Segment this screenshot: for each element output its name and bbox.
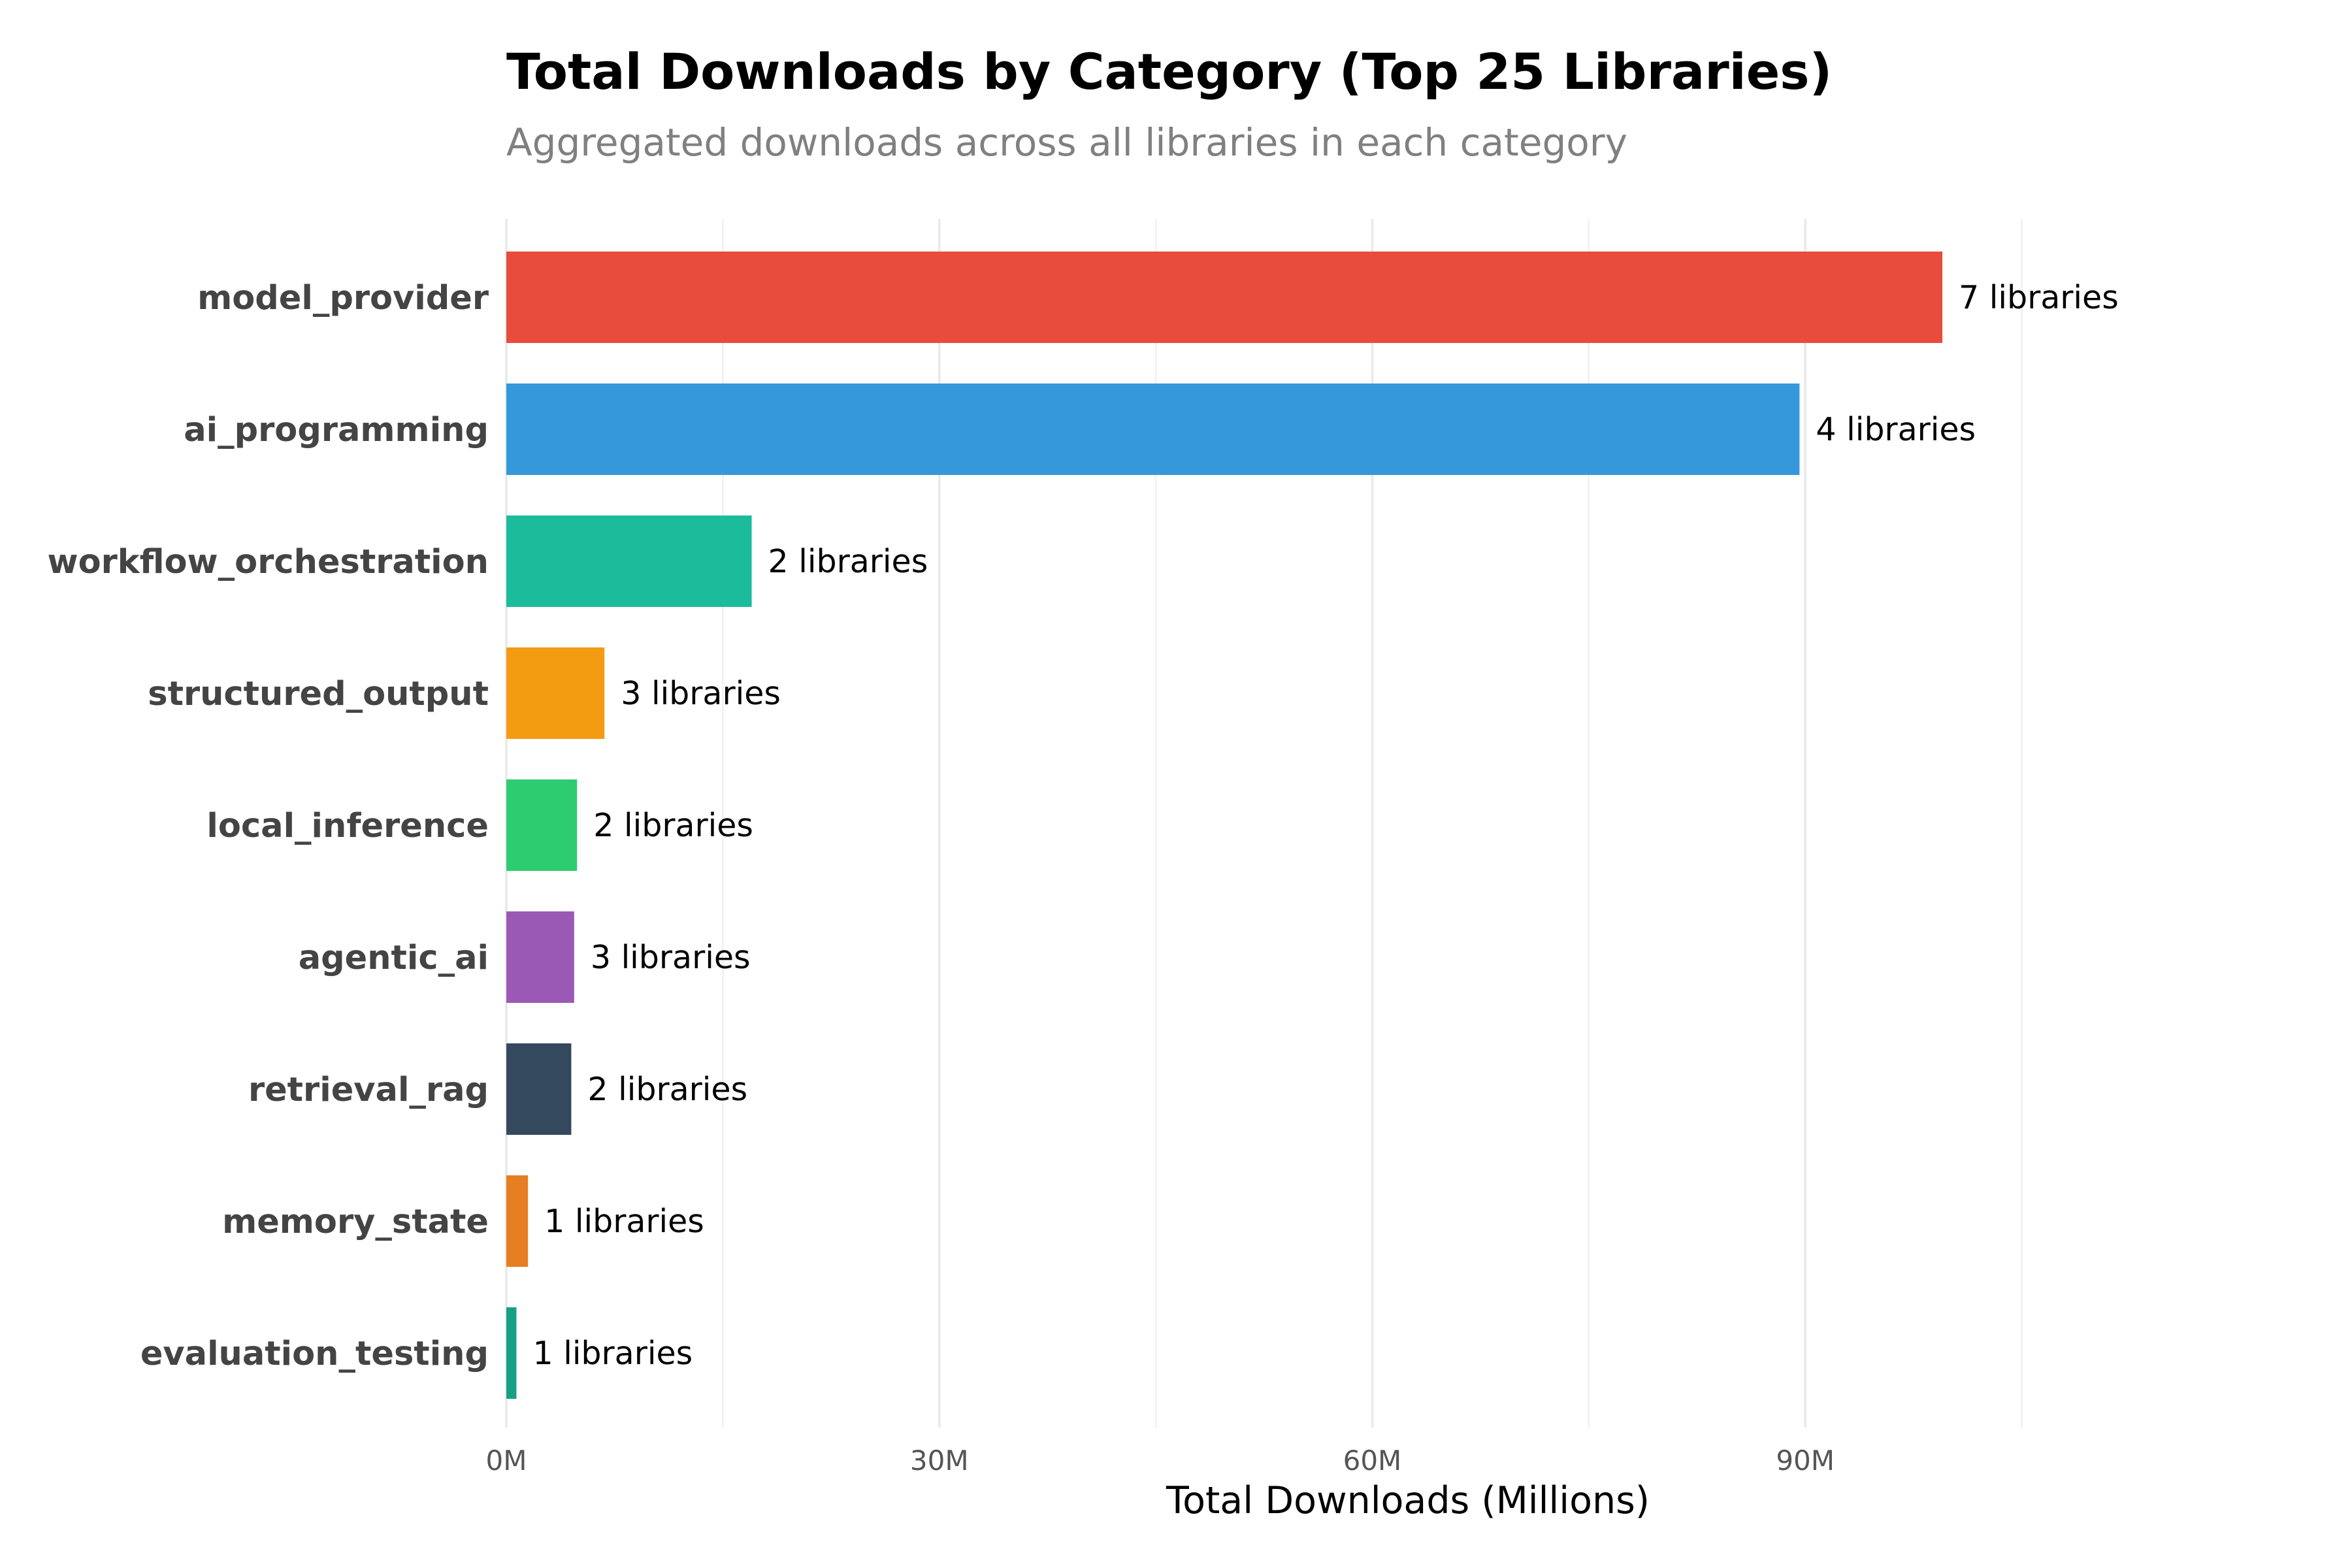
- bar-label-memory-state: 1 libraries: [544, 1203, 704, 1240]
- category-labels: model_provider ai_programming workflow_orc…: [47, 279, 489, 1373]
- category-label-model-provider: model_provider: [197, 279, 489, 318]
- category-label-memory-state: memory_state: [222, 1203, 489, 1241]
- bar-label-agentic-ai: 3 libraries: [591, 939, 751, 976]
- x-tick-label: 0M: [486, 1445, 527, 1477]
- x-tick-label: 90M: [1776, 1445, 1835, 1477]
- bar-value-labels: 7 libraries 4 libraries 2 libraries 3 libra…: [532, 279, 2118, 1372]
- category-label-workflow-orchestration: workflow_orchestration: [47, 543, 489, 581]
- bar-structured-output: [506, 647, 605, 739]
- bar-ai-programming: [506, 384, 1800, 475]
- chart-subtitle: Aggregated downloads across all librarie…: [506, 120, 1627, 165]
- bar-memory-state: [506, 1175, 529, 1267]
- bar-label-structured-output: 3 libraries: [621, 675, 781, 712]
- bar-model-provider: [506, 252, 1943, 343]
- bar-local-inference: [506, 779, 578, 871]
- bar-evaluation-testing: [506, 1307, 517, 1399]
- x-axis-ticks: 0M 30M 60M 90M: [486, 1445, 1835, 1477]
- x-axis-title: Total Downloads (Millions): [1166, 1479, 1650, 1522]
- x-tick-label: 30M: [910, 1445, 969, 1477]
- category-label-ai-programming: ai_programming: [184, 411, 489, 449]
- bar-label-ai-programming: 4 libraries: [1816, 411, 1976, 448]
- category-label-structured-output: structured_output: [148, 675, 489, 713]
- category-label-retrieval-rag: retrieval_rag: [248, 1071, 489, 1109]
- category-label-agentic-ai: agentic_ai: [299, 939, 489, 977]
- bar-label-local-inference: 2 libraries: [593, 807, 753, 844]
- bar-workflow-orchestration: [506, 515, 752, 607]
- chart-title: Total Downloads by Category (Top 25 Libr…: [506, 42, 1832, 101]
- bars: [506, 252, 1943, 1399]
- bar-label-retrieval-rag: 2 libraries: [587, 1071, 747, 1108]
- category-label-evaluation-testing: evaluation_testing: [140, 1335, 489, 1373]
- bar-label-workflow-orchestration: 2 libraries: [768, 543, 928, 580]
- x-tick-label: 60M: [1343, 1445, 1402, 1477]
- category-label-local-inference: local_inference: [206, 807, 489, 845]
- bar-retrieval-rag: [506, 1043, 572, 1135]
- bar-agentic-ai: [506, 911, 574, 1003]
- bar-label-evaluation-testing: 1 libraries: [532, 1335, 693, 1372]
- bar-label-model-provider: 7 libraries: [1959, 279, 2119, 316]
